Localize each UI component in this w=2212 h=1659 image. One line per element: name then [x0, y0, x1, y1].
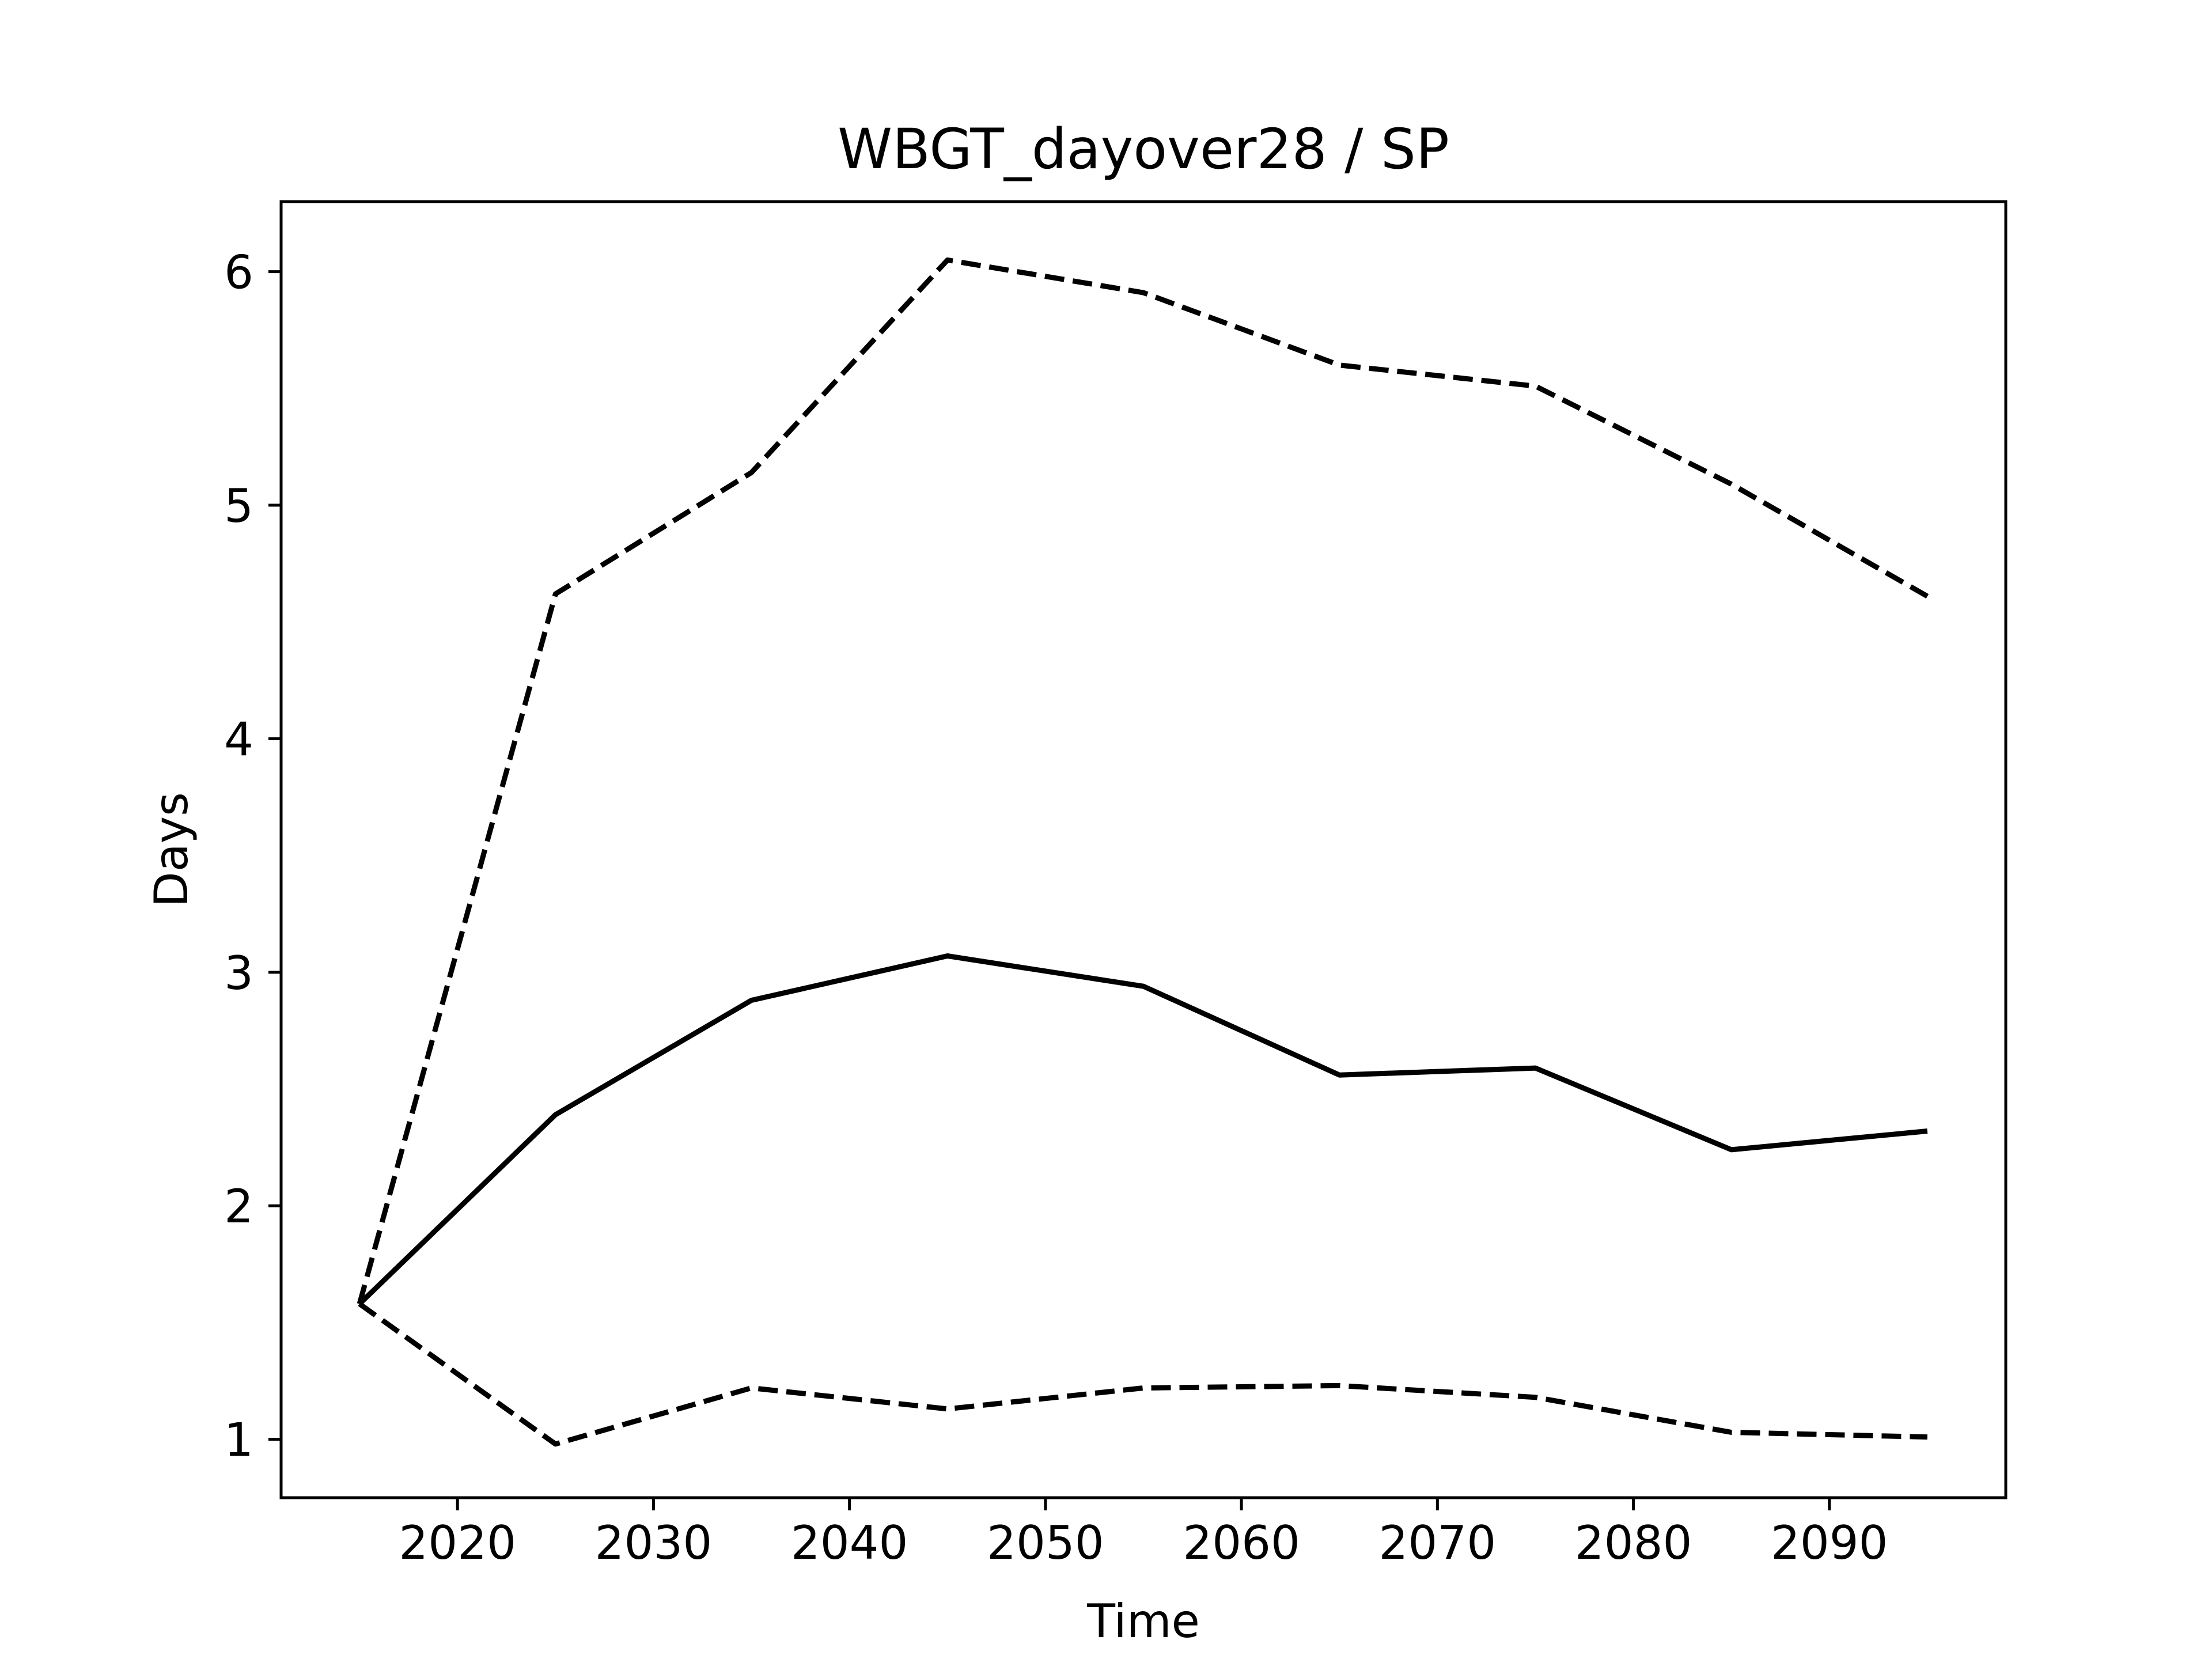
x-tick-label: 2030	[595, 1516, 713, 1570]
x-axis-ticks: 2020 2030 2040 2050 2060 2070 2080 2090	[399, 1498, 1888, 1570]
y-axis-ticks: 1 2 3 4 5 6	[224, 246, 281, 1467]
y-tick-label: 6	[224, 246, 253, 300]
x-tick-label: 2080	[1575, 1516, 1692, 1570]
y-tick-label: 2	[224, 1180, 253, 1233]
x-tick-label: 2090	[1771, 1516, 1888, 1570]
y-tick-label: 4	[224, 713, 253, 766]
y-tick-label: 5	[224, 479, 253, 533]
y-tick-label: 1	[224, 1414, 253, 1467]
chart-title: WBGT_dayover28 / SP	[838, 117, 1449, 181]
y-axis-label: Days	[145, 792, 198, 907]
x-tick-label: 2040	[791, 1516, 908, 1570]
series-line-median	[357, 953, 1928, 1306]
x-tick-label: 2060	[1183, 1516, 1300, 1570]
y-tick-label: 3	[224, 946, 253, 1000]
series-layer	[357, 257, 1929, 1447]
plot-area-frame	[279, 200, 2008, 1499]
series-line-lower	[358, 1301, 1928, 1447]
x-tick-label: 2050	[987, 1516, 1104, 1570]
x-tick-label: 2020	[399, 1516, 516, 1570]
x-tick-label: 2070	[1379, 1516, 1497, 1570]
series-line-upper	[357, 257, 1929, 1305]
x-axis-label: Time	[1086, 1594, 1200, 1648]
